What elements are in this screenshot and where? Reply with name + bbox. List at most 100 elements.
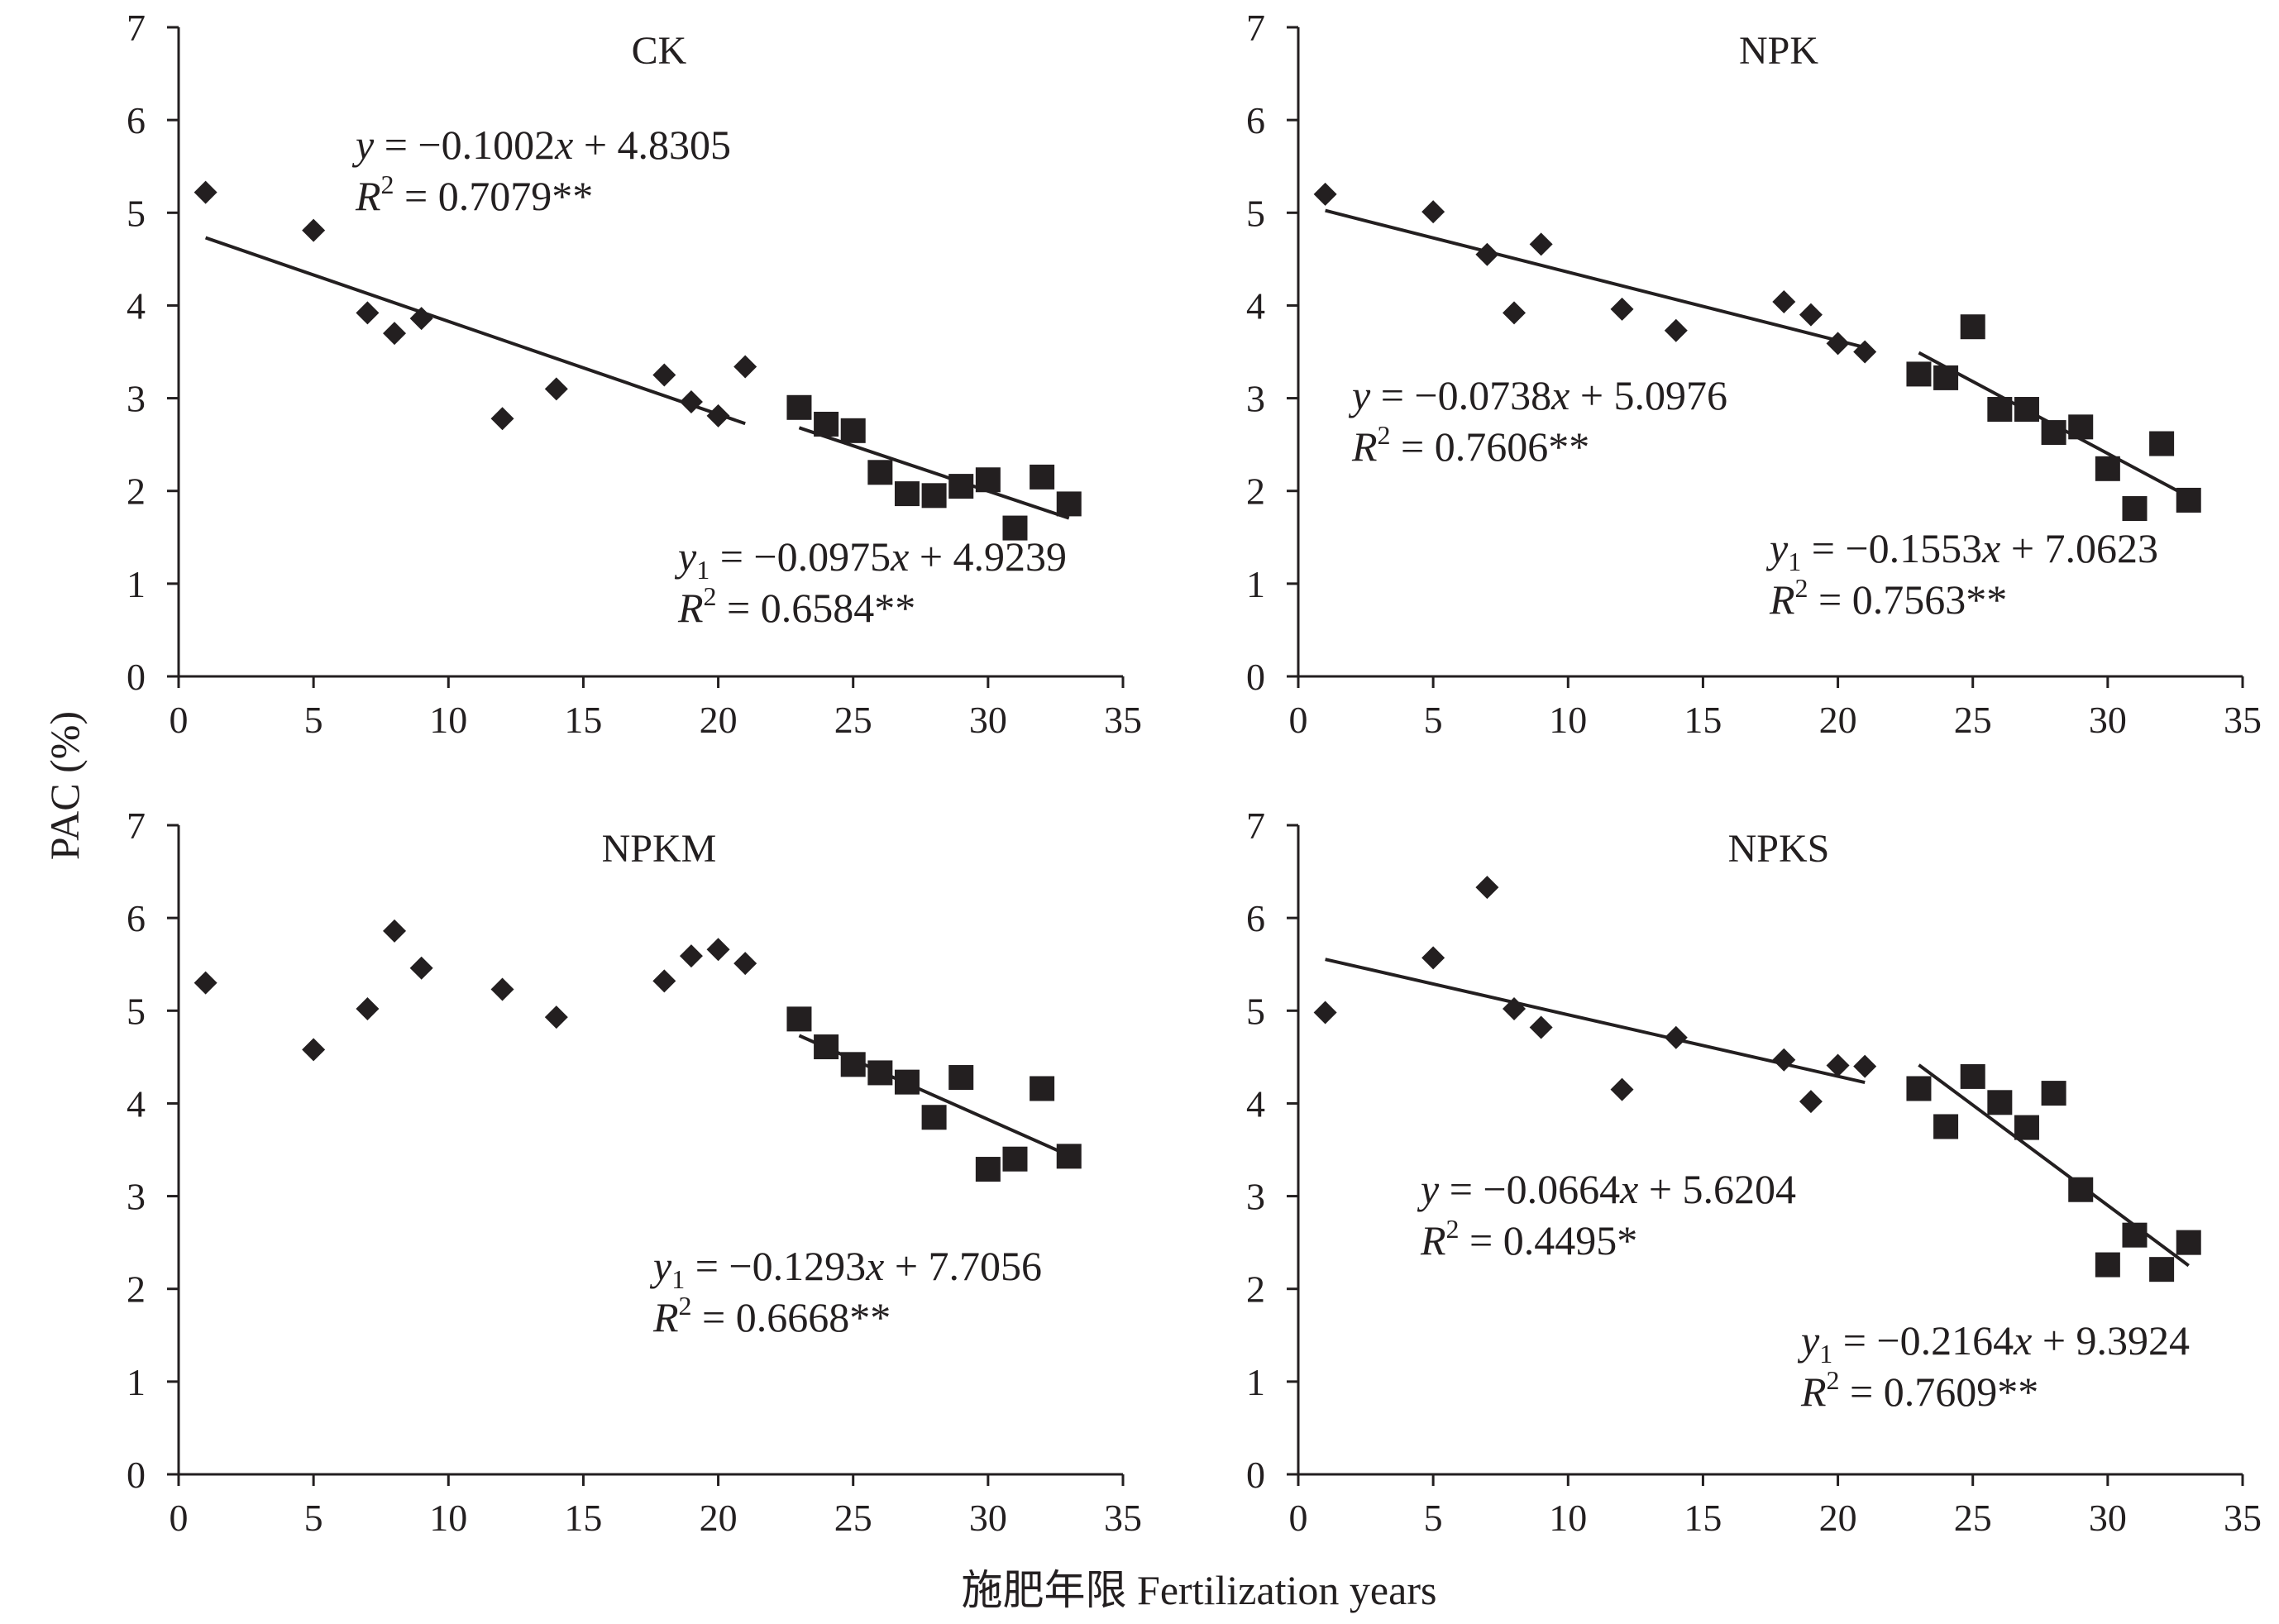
data-point-diamond [302, 1038, 326, 1062]
data-point-diamond [490, 407, 514, 431]
data-point-square [921, 483, 947, 509]
x-tick-label: 35 [1104, 699, 1142, 741]
data-point-square [2149, 431, 2175, 456]
data-point-square [1933, 1114, 1959, 1139]
data-point-diamond [1799, 1090, 1823, 1114]
data-point-diamond [1664, 1025, 1688, 1049]
data-point-square [2041, 1081, 2066, 1106]
data-point-diamond [383, 322, 407, 346]
data-point-diamond [1772, 289, 1796, 313]
x-tick-label: 25 [834, 699, 872, 741]
data-point-square [1933, 365, 1959, 390]
data-point-square [1056, 1144, 1082, 1169]
regression-line [204, 236, 746, 426]
data-point-diamond [356, 997, 380, 1021]
y-tick-label: 6 [127, 897, 146, 939]
data-point-square [894, 481, 920, 507]
data-point-diamond [383, 919, 407, 943]
data-point-diamond [409, 307, 433, 331]
x-tick-label: 30 [969, 699, 1007, 741]
y-tick-label: 1 [1246, 1361, 1265, 1403]
data-point-diamond [1313, 182, 1337, 206]
regression-equation: y1 = −0.1293x + 7.7056 [649, 1243, 1042, 1294]
data-point-square [1056, 491, 1082, 517]
data-point-square [786, 1006, 812, 1032]
x-tick-label: 0 [170, 1497, 189, 1539]
y-tick-label: 1 [127, 563, 146, 605]
data-point-square [2068, 1177, 2094, 1202]
data-point-diamond [1610, 1077, 1634, 1101]
y-tick-label: 5 [1246, 192, 1265, 234]
data-point-diamond [409, 956, 433, 980]
r-squared: R2 = 0.6668** [652, 1291, 891, 1340]
x-tick-label: 0 [1289, 699, 1308, 741]
x-tick-label: 30 [2089, 699, 2127, 741]
x-axis-label: 施肥年限 Fertilization years [962, 1567, 1437, 1613]
panel-title: NPK [1739, 29, 1818, 73]
data-point-diamond [652, 969, 676, 993]
y-tick-label: 6 [1246, 897, 1265, 939]
data-point-diamond [1529, 1015, 1553, 1039]
y-tick-label: 3 [127, 1176, 146, 1218]
y-tick-label: 3 [127, 378, 146, 420]
y-tick-label: 7 [127, 7, 146, 49]
x-tick-label: 15 [1684, 699, 1722, 741]
data-point-diamond [490, 977, 514, 1001]
x-tick-label: 25 [834, 1497, 872, 1539]
y-tick-label: 2 [127, 470, 146, 513]
data-point-square [867, 460, 893, 485]
data-point-square [894, 1069, 920, 1095]
x-tick-label: 10 [1549, 1497, 1587, 1539]
data-point-diamond [1475, 242, 1499, 266]
data-point-diamond [1313, 1001, 1337, 1025]
data-point-square [1906, 1076, 1932, 1101]
x-tick-label: 10 [429, 1497, 467, 1539]
y-tick-label: 1 [1246, 563, 1265, 605]
y-tick-label: 0 [127, 656, 146, 698]
y-tick-label: 4 [127, 1082, 146, 1125]
data-point-square [2095, 456, 2120, 481]
r-squared: R2 = 0.6584** [677, 581, 915, 631]
data-point-square [786, 394, 812, 420]
x-tick-label: 30 [969, 1497, 1007, 1539]
y-tick-label: 4 [1246, 284, 1265, 327]
x-tick-label: 35 [1104, 1497, 1142, 1539]
data-point-square [1987, 1090, 2013, 1115]
data-point-diamond [1610, 297, 1634, 321]
x-tick-label: 15 [564, 1497, 602, 1539]
data-point-diamond [194, 971, 217, 995]
x-tick-label: 5 [1424, 699, 1443, 741]
data-point-diamond [1421, 946, 1445, 970]
x-tick-label: 20 [1819, 1497, 1857, 1539]
r-squared: R2 = 0.7563** [1769, 573, 2007, 623]
x-tick-label: 25 [1954, 1497, 1992, 1539]
data-point-square [1002, 515, 1028, 541]
data-point-square [1030, 464, 1055, 490]
data-point-square [948, 1065, 974, 1091]
data-point-square [2041, 420, 2066, 446]
y-tick-label: 1 [127, 1361, 146, 1403]
data-point-diamond [1475, 876, 1499, 900]
panel-title: CK [632, 29, 687, 73]
x-tick-label: 10 [1549, 699, 1587, 741]
y-tick-label: 3 [1246, 378, 1265, 420]
regression-line [1325, 208, 1866, 350]
data-point-square [975, 467, 1001, 493]
x-tick-label: 35 [2224, 1497, 2262, 1539]
r-squared: R2 = 0.7606** [1351, 420, 1589, 470]
data-point-square [2014, 397, 2039, 423]
regression-equation: y1 = −0.0975x + 4.9239 [674, 533, 1067, 585]
r-squared: R2 = 0.4495* [1420, 1214, 1637, 1263]
panel-npk: 0 1 2 3 4 5 6 7 0 5 10 15 20 25 30 35 NPK y = −0.0738x + … [1246, 7, 2262, 741]
panel-npks: 0 1 2 3 4 5 6 7 0 5 10 15 20 25 30 35 NPKS y = −0.0664x +… [1246, 805, 2262, 1539]
data-point-square [840, 418, 866, 443]
data-point-diamond [1503, 997, 1526, 1021]
data-point-square [2095, 1252, 2120, 1278]
panel-npkm: 0 1 2 3 4 5 6 7 0 5 10 15 20 25 30 35 NPKM y1 = −0.1293x … [127, 805, 1142, 1539]
x-tick-label: 15 [564, 699, 602, 741]
data-point-diamond [679, 390, 703, 414]
regression-equation: y1 = −0.1553x + 7.0623 [1765, 525, 2158, 576]
data-point-diamond [1772, 1048, 1796, 1072]
data-point-diamond [1421, 200, 1445, 224]
